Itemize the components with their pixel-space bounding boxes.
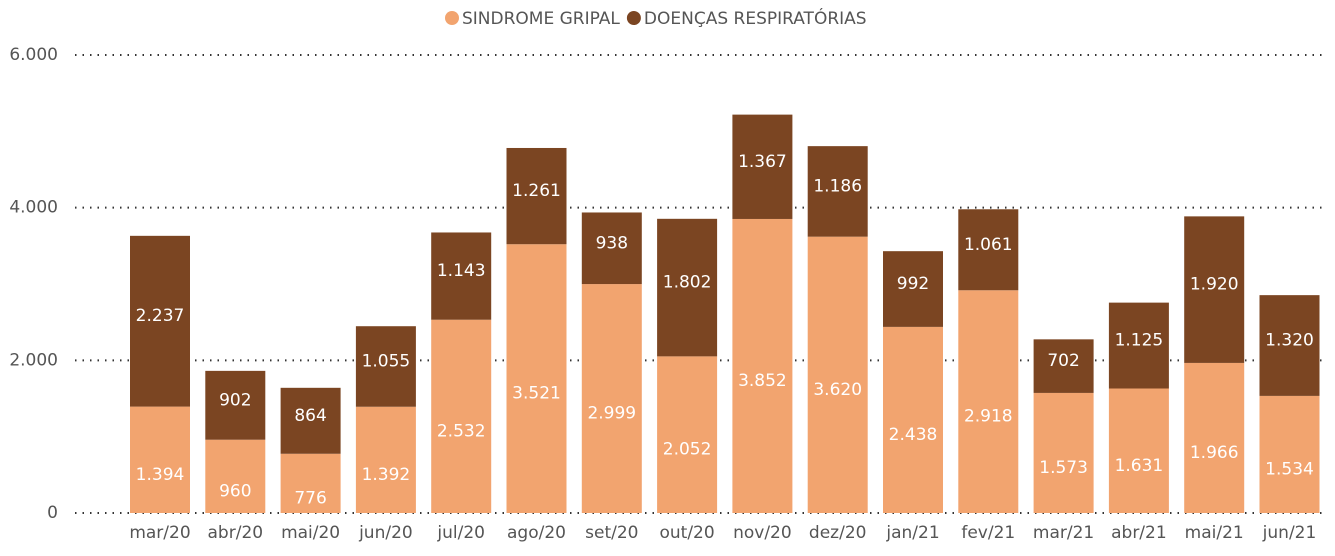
- legend-marker: [445, 11, 459, 25]
- bar-segment: [1033, 392, 1094, 513]
- value-label: 1.802: [663, 273, 712, 293]
- bar-segment: [1108, 302, 1169, 389]
- x-tick-label: ago/20: [507, 523, 566, 543]
- bar-segment: [355, 326, 416, 407]
- bar-segment: [1033, 339, 1094, 393]
- value-label: 864: [294, 406, 326, 426]
- value-label: 1.573: [1039, 458, 1088, 478]
- value-label: 902: [219, 390, 251, 410]
- value-label: 1.966: [1190, 443, 1239, 463]
- bar-segment: [431, 232, 492, 320]
- value-label: 3.852: [738, 371, 787, 391]
- x-tick-label: abr/21: [1111, 523, 1167, 543]
- x-tick-label: mai/20: [281, 523, 340, 543]
- value-label: 1.920: [1190, 275, 1239, 295]
- value-label: 992: [897, 274, 929, 294]
- bar-segment: [807, 236, 868, 513]
- x-tick-label: jul/20: [436, 523, 485, 543]
- x-tick-label: mar/20: [129, 523, 190, 543]
- x-tick-label: nov/20: [733, 523, 792, 543]
- value-label: 1.055: [362, 351, 411, 371]
- bar-segment: [130, 235, 190, 407]
- bar-segment: [1184, 216, 1245, 363]
- value-label: 1.367: [738, 152, 787, 172]
- bar-segment: [280, 387, 341, 454]
- x-tick-label: out/20: [659, 523, 714, 543]
- value-label: 1.125: [1115, 331, 1164, 351]
- y-tick-label: 0: [47, 503, 58, 523]
- y-tick-label: 2.000: [9, 350, 58, 370]
- x-tick-label: dez/20: [809, 523, 867, 543]
- value-label: 1.392: [362, 465, 411, 485]
- value-label: 2.237: [136, 306, 185, 326]
- value-label: 2.532: [437, 421, 486, 441]
- x-tick-label: jun/21: [1262, 523, 1317, 543]
- bar-segment: [657, 218, 718, 357]
- value-label: 1.394: [136, 465, 185, 485]
- value-label: 1.261: [512, 181, 561, 201]
- bar-segment: [130, 406, 190, 513]
- bar-segment: [205, 370, 266, 440]
- bar-segment: [506, 244, 567, 513]
- value-label: 3.620: [813, 380, 862, 400]
- bar-segment: [657, 356, 718, 513]
- x-tick-label: jan/21: [885, 523, 939, 543]
- value-label: 1.061: [964, 235, 1013, 255]
- bar-segment: [355, 406, 416, 513]
- bar-segment: [581, 284, 642, 513]
- value-label: 2.438: [889, 425, 938, 445]
- bar-segment: [1259, 295, 1320, 396]
- value-label: 3.521: [512, 384, 561, 404]
- value-label: 702: [1047, 351, 1079, 371]
- bar-segment: [506, 147, 567, 245]
- value-label: 960: [219, 481, 251, 501]
- bar-segment: [1259, 395, 1320, 513]
- value-label: 1.320: [1265, 331, 1314, 351]
- bar-segment: [581, 212, 642, 285]
- bar-segment: [958, 290, 1019, 513]
- x-tick-label: mar/21: [1033, 523, 1094, 543]
- value-label: 776: [294, 488, 326, 508]
- value-label: 1.143: [437, 261, 486, 281]
- x-tick-label: mai/21: [1185, 523, 1244, 543]
- bar-segment: [732, 218, 793, 514]
- bar-segment: [732, 114, 793, 219]
- legend-label: SINDROME GRIPAL: [462, 9, 620, 29]
- value-label: 2.918: [964, 407, 1013, 427]
- x-tick-label: fev/21: [961, 523, 1015, 543]
- bar-segment: [883, 326, 943, 513]
- bar-segment: [1108, 388, 1169, 513]
- x-tick-label: set/20: [585, 523, 638, 543]
- bar-segment: [883, 251, 943, 327]
- y-tick-label: 6.000: [9, 45, 58, 65]
- x-tick-label: jun/20: [358, 523, 413, 543]
- bar-segment: [1184, 362, 1245, 513]
- bar-segment: [205, 439, 266, 513]
- bar-segment: [431, 319, 492, 513]
- value-label: 938: [596, 233, 628, 253]
- value-label: 1.631: [1115, 456, 1164, 476]
- y-tick-label: 4.000: [9, 198, 58, 218]
- legend-marker: [626, 11, 641, 25]
- legend-label: DOENÇAS RESPIRATÓRIAS: [644, 7, 867, 29]
- bar-segment: [280, 453, 341, 513]
- x-tick-label: abr/20: [208, 523, 264, 543]
- value-label: 1.186: [813, 176, 862, 196]
- value-label: 1.534: [1265, 459, 1314, 479]
- bar-segment: [807, 146, 868, 237]
- value-label: 2.052: [663, 440, 712, 460]
- bar-segment: [958, 209, 1019, 291]
- value-label: 2.999: [587, 404, 636, 424]
